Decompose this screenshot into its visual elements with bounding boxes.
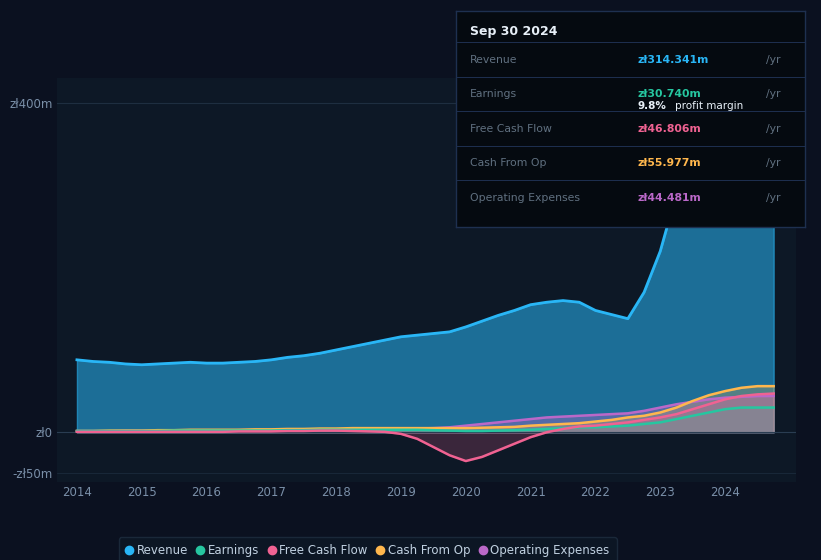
Text: zł314.341m: zł314.341m — [637, 55, 709, 65]
Text: Sep 30 2024: Sep 30 2024 — [470, 25, 557, 38]
Text: /yr: /yr — [766, 89, 781, 99]
Text: zł55.977m: zł55.977m — [637, 158, 700, 168]
Text: Earnings: Earnings — [470, 89, 516, 99]
Text: /yr: /yr — [766, 124, 781, 134]
Text: profit margin: profit margin — [676, 101, 744, 111]
Text: Cash From Op: Cash From Op — [470, 158, 546, 168]
Text: Operating Expenses: Operating Expenses — [470, 193, 580, 203]
Text: zł30.740m: zł30.740m — [637, 89, 701, 99]
Text: /yr: /yr — [766, 193, 781, 203]
Text: 9.8%: 9.8% — [637, 101, 666, 111]
Text: Revenue: Revenue — [470, 55, 517, 65]
Text: /yr: /yr — [766, 158, 781, 168]
Text: /yr: /yr — [766, 55, 781, 65]
Text: zł44.481m: zł44.481m — [637, 193, 701, 203]
Text: zł46.806m: zł46.806m — [637, 124, 701, 134]
Text: Free Cash Flow: Free Cash Flow — [470, 124, 552, 134]
Legend: Revenue, Earnings, Free Cash Flow, Cash From Op, Operating Expenses: Revenue, Earnings, Free Cash Flow, Cash … — [119, 537, 617, 560]
